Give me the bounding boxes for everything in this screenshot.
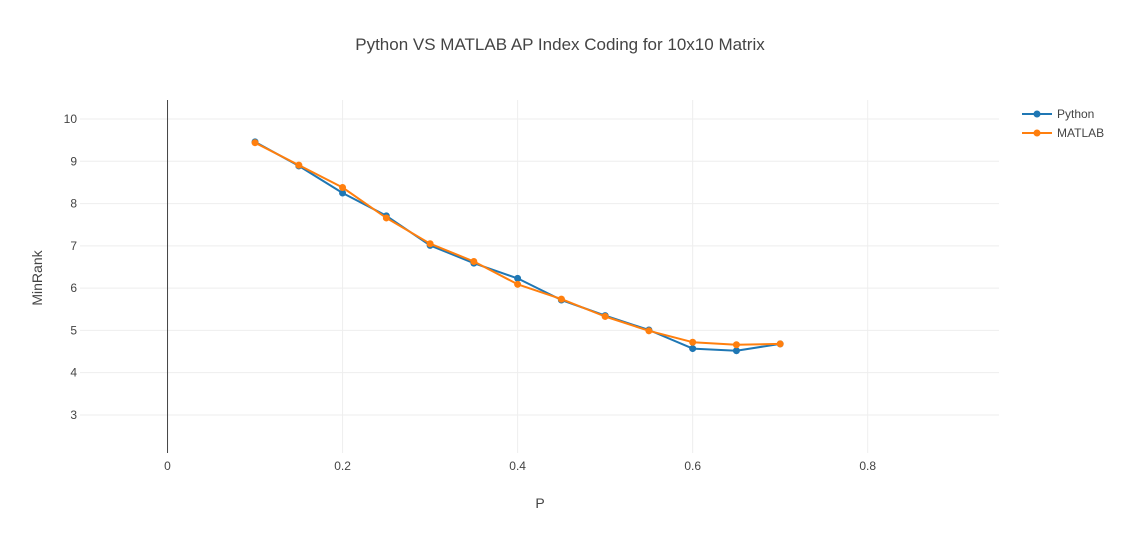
- data-point-matlab[interactable]: [732, 341, 740, 349]
- y-tick-label: 6: [70, 281, 77, 295]
- y-tick-label: 5: [70, 323, 77, 337]
- data-point-matlab[interactable]: [339, 184, 347, 192]
- legend-label-matlab: MATLAB: [1057, 126, 1104, 140]
- series-layer: [251, 138, 784, 355]
- legend-marker-matlab: [1033, 129, 1041, 137]
- y-tick-label: 10: [64, 112, 78, 126]
- data-point-matlab[interactable]: [689, 338, 697, 346]
- data-point-python[interactable]: [339, 189, 347, 197]
- x-tick-label: 0.2: [334, 459, 351, 473]
- y-tick-label: 4: [70, 366, 77, 380]
- chart-title: Python VS MATLAB AP Index Coding for 10x…: [355, 35, 765, 54]
- data-point-matlab[interactable]: [557, 295, 565, 303]
- y-tick-label: 7: [70, 239, 77, 253]
- legend-item-python[interactable]: Python: [1022, 107, 1094, 121]
- data-point-python[interactable]: [689, 345, 697, 353]
- data-point-matlab[interactable]: [295, 161, 303, 169]
- data-point-matlab[interactable]: [601, 312, 609, 320]
- series-matlab: [251, 139, 784, 349]
- y-tick-label: 8: [70, 197, 77, 211]
- x-axis-title: P: [535, 495, 544, 511]
- y-axis-title: MinRank: [29, 249, 45, 305]
- y-tick-label: 9: [70, 154, 77, 168]
- x-tick-label: 0: [164, 459, 171, 473]
- x-tick-label: 0.8: [859, 459, 876, 473]
- data-point-python[interactable]: [514, 274, 522, 282]
- legend-marker-python: [1033, 110, 1041, 118]
- data-point-matlab[interactable]: [645, 327, 653, 335]
- legend-label-python: Python: [1057, 107, 1094, 121]
- x-axis-ticks: 0 0.2 0.4 0.6 0.8: [164, 459, 876, 473]
- gridlines: [80, 100, 999, 453]
- data-point-python[interactable]: [732, 347, 740, 355]
- x-tick-label: 0.6: [684, 459, 701, 473]
- legend[interactable]: Python MATLAB: [1022, 107, 1104, 140]
- legend-item-matlab[interactable]: MATLAB: [1022, 126, 1104, 140]
- data-point-matlab[interactable]: [426, 240, 434, 248]
- y-axis-ticks: 3 4 5 6 7 8 9 10: [64, 112, 78, 422]
- data-point-matlab[interactable]: [776, 340, 784, 348]
- data-point-matlab[interactable]: [514, 280, 522, 288]
- y-tick-label: 3: [70, 408, 77, 422]
- data-point-matlab[interactable]: [251, 139, 259, 147]
- data-point-matlab[interactable]: [382, 214, 390, 222]
- data-point-matlab[interactable]: [470, 257, 478, 265]
- x-tick-label: 0.4: [509, 459, 526, 473]
